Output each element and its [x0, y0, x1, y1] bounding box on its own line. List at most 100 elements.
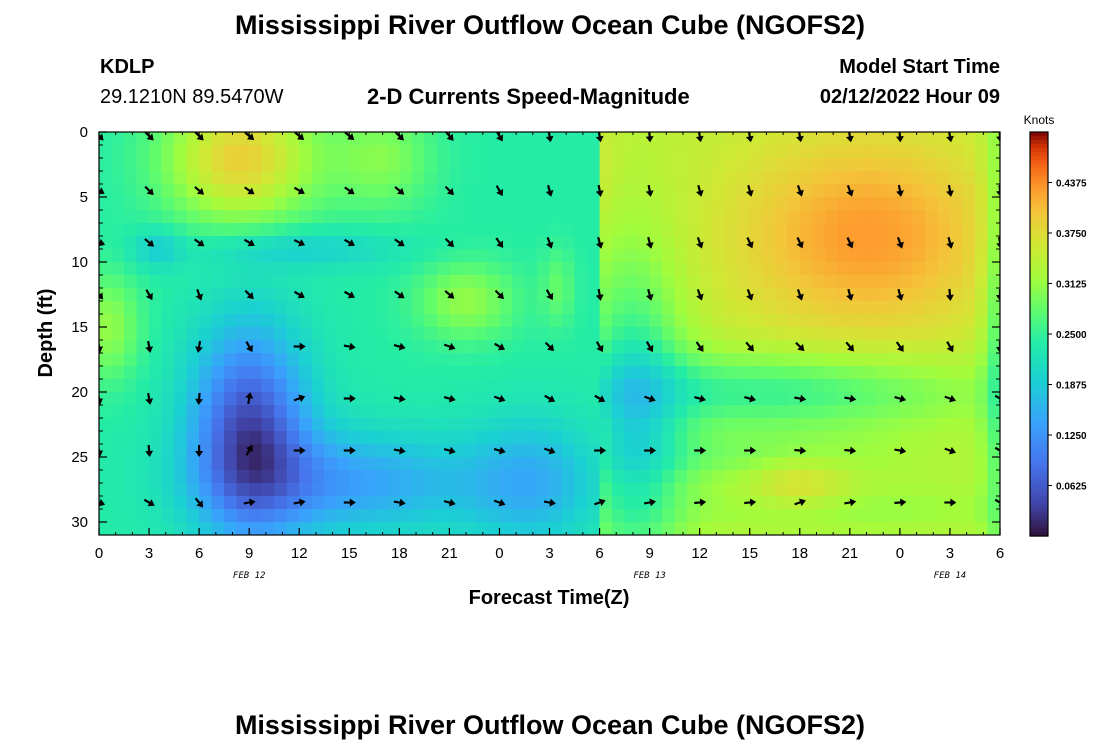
heatmap-cell	[374, 223, 388, 237]
heatmap-cell	[449, 418, 463, 432]
current-arrow	[194, 497, 204, 508]
heatmap-cell	[436, 223, 450, 237]
heatmap-cell	[299, 223, 313, 237]
heatmap-cell	[974, 236, 989, 250]
heatmap-cell	[174, 184, 188, 198]
heatmap-cell	[311, 496, 325, 510]
heatmap-cell	[974, 262, 989, 276]
heatmap-cell	[862, 210, 876, 224]
colorbar-segment	[1030, 495, 1048, 501]
heatmap-cell	[987, 444, 1000, 458]
heatmap-cell	[511, 197, 526, 211]
heatmap-cell	[186, 223, 200, 237]
heatmap-cell	[824, 522, 838, 535]
heatmap-cell	[874, 366, 888, 380]
heatmap-cell	[374, 340, 388, 354]
colorbar-segment	[1030, 164, 1048, 169]
heatmap-cell	[199, 262, 213, 276]
heatmap-cell	[274, 405, 288, 419]
heatmap-cell	[336, 210, 350, 224]
heatmap-cell	[161, 496, 175, 510]
heatmap-cell	[812, 444, 826, 458]
heatmap-cell	[987, 184, 1000, 198]
heatmap-cell	[587, 457, 601, 471]
heatmap-cell	[887, 145, 901, 159]
heatmap-cell	[599, 457, 613, 471]
heatmap-cell	[374, 158, 388, 172]
heatmap-cell	[912, 327, 926, 341]
model-start-value: 02/12/2022 Hour 09	[819, 86, 1000, 108]
heatmap-cell	[224, 379, 238, 393]
heatmap-cell	[774, 184, 788, 198]
heatmap-cell	[461, 171, 476, 185]
heatmap-cell	[874, 132, 888, 146]
heatmap-cell	[486, 145, 501, 159]
heatmap-cell	[286, 171, 300, 185]
heatmap-cell	[899, 184, 913, 198]
heatmap-cell	[236, 275, 250, 289]
heatmap-cell	[474, 145, 488, 159]
current-arrow	[344, 186, 355, 195]
heatmap-cell	[374, 366, 388, 380]
heatmap-cell	[737, 132, 751, 146]
heatmap-cell	[486, 418, 501, 432]
heatmap-cell	[299, 431, 313, 445]
heatmap-cell	[249, 470, 263, 484]
heatmap-cell	[587, 314, 601, 328]
heatmap-cell	[562, 158, 576, 172]
colorbar-segment	[1030, 321, 1048, 327]
heatmap-cell	[436, 457, 450, 471]
heatmap-cell	[299, 483, 313, 497]
current-arrow	[99, 289, 104, 300]
heatmap-cell	[574, 522, 588, 535]
heatmap-cell	[674, 236, 688, 250]
heatmap-cell	[937, 366, 951, 380]
heatmap-cell	[562, 132, 576, 146]
heatmap-cell	[874, 327, 888, 341]
current-arrow	[394, 186, 405, 195]
heatmap-cell	[186, 301, 200, 315]
heatmap-cell	[424, 314, 438, 328]
heatmap-cell	[824, 431, 838, 445]
heatmap-cell	[336, 301, 350, 315]
heatmap-cell	[687, 366, 701, 380]
heatmap-cell	[612, 184, 626, 198]
heatmap-cell	[699, 509, 713, 523]
heatmap-cell	[261, 223, 275, 237]
heatmap-cell	[699, 132, 713, 146]
heatmap-cell	[724, 275, 738, 289]
heatmap-cell	[924, 405, 939, 419]
heatmap-cell	[174, 171, 188, 185]
heatmap-cell	[724, 457, 738, 471]
heatmap-cell	[987, 249, 1000, 263]
heatmap-cell	[286, 236, 300, 250]
heatmap-cell	[111, 171, 125, 185]
heatmap-cell	[887, 509, 901, 523]
heatmap-cell	[349, 522, 363, 535]
heatmap-cell	[987, 301, 1000, 315]
heatmap-cell	[762, 379, 776, 393]
heatmap-cell	[687, 327, 701, 341]
heatmap-cell	[624, 444, 638, 458]
heatmap-cell	[449, 483, 463, 497]
heatmap-cell	[411, 444, 425, 458]
heatmap-cell	[787, 145, 801, 159]
heatmap-cell	[536, 184, 551, 198]
heatmap-cell	[812, 431, 826, 445]
heatmap-cell	[386, 392, 400, 406]
heatmap-cell	[699, 288, 713, 302]
heatmap-cell	[749, 392, 763, 406]
heatmap-cell	[762, 340, 776, 354]
heatmap-cell	[136, 275, 150, 289]
heatmap-cell	[937, 379, 951, 393]
heatmap-cell	[149, 353, 163, 367]
current-arrow	[846, 288, 854, 301]
heatmap-cell	[649, 509, 663, 523]
heatmap-cell	[274, 470, 288, 484]
heatmap-cell	[399, 353, 413, 367]
heatmap-cell	[849, 288, 863, 302]
heatmap-cell	[574, 145, 588, 159]
heatmap-cell	[324, 470, 338, 484]
heatmap-cell	[324, 275, 338, 289]
heatmap-cell	[361, 457, 375, 471]
